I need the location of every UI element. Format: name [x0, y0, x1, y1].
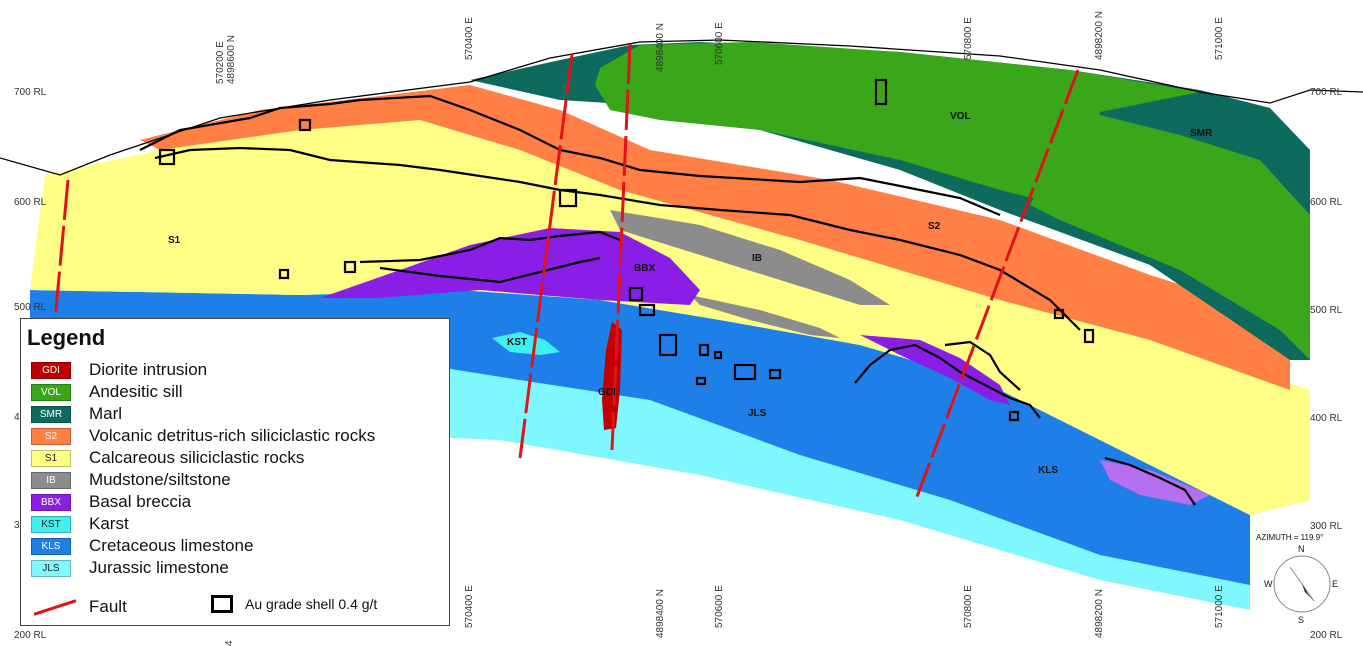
swatch-s2: S2 — [31, 427, 71, 445]
label-s1: S1 — [168, 235, 181, 246]
label-smr: SMR — [1190, 128, 1213, 139]
legend-label-ib: Mudstone/siltstone — [89, 470, 231, 489]
compass-e: E — [1332, 579, 1338, 589]
bottom-fragment: 4 — [224, 640, 235, 646]
label-bbx: BBX — [634, 263, 655, 274]
swatch-kst: KST — [31, 515, 71, 533]
legend-item-gdi: GDI Diorite intrusion — [31, 359, 207, 381]
compass-n: N — [1298, 544, 1305, 554]
fault-2 — [610, 43, 632, 451]
unit-ib-lower — [690, 295, 840, 338]
legend-item-kst: KST Karst — [31, 513, 129, 535]
faults — [53, 43, 1080, 503]
legend-item-kls: KLS Cretaceous limestone — [31, 535, 253, 557]
easting-bottom-571000: 571000 E — [1214, 585, 1225, 628]
rl-right-200: 200 RL — [1310, 630, 1343, 641]
rl-right-700: 700 RL — [1310, 87, 1343, 98]
legend-label-kst: Karst — [89, 514, 129, 533]
legend-fault: Fault — [33, 597, 127, 617]
fault-symbol — [33, 598, 77, 616]
legend-label-s2: Volcanic detritus-rich siliciclastic roc… — [89, 426, 376, 445]
rl-left-fragment-3: 3 — [14, 520, 20, 531]
easting-top-570600: 570600 E — [714, 22, 725, 65]
easting-bottom-570800: 570800 E — [963, 585, 974, 628]
northing-top-4898600: 4898600 N — [226, 35, 237, 84]
northing-top-4898400: 4898400 N — [655, 23, 666, 72]
swatch-s1: S1 — [31, 449, 71, 467]
unit-s1 — [30, 120, 1310, 515]
fault-1 — [518, 53, 574, 459]
legend-label-bbx: Basal breccia — [89, 492, 192, 511]
label-ib: IB — [752, 253, 762, 264]
unit-vol — [595, 42, 1200, 200]
unit-ib — [610, 210, 890, 305]
legend-label-jls: Jurassic limestone — [89, 558, 229, 577]
legend-item-jls: JLS Jurassic limestone — [31, 557, 229, 579]
legend-item-bbx: BBX Basal breccia — [31, 491, 191, 513]
easting-bottom-570400: 570400 E — [464, 585, 475, 628]
azimuth-label: AZIMUTH = 119.9° — [1256, 533, 1323, 542]
northing-bottom-4898200: 4898200 N — [1094, 589, 1105, 638]
label-kls: KLS — [1038, 465, 1058, 476]
swatch-kls: KLS — [31, 537, 71, 555]
easting-bottom-570600: 570600 E — [714, 585, 725, 628]
legend-label-smr: Marl — [89, 404, 123, 423]
easting-top-570400: 570400 E — [464, 17, 475, 60]
rl-right-400: 400 RL — [1310, 413, 1343, 424]
legend-title: Legend — [27, 325, 106, 350]
label-kst: KST — [507, 337, 527, 348]
unit-bbx — [320, 228, 700, 305]
unit-bbx-east — [860, 335, 1010, 405]
rl-left-fragment-4: 4 — [14, 412, 20, 423]
rl-right-600: 600 RL — [1310, 197, 1343, 208]
swatch-bbx: BBX — [31, 493, 71, 511]
au-grade-shell — [139, 78, 1196, 506]
fault-3 — [913, 69, 1080, 503]
compass-rose: AZIMUTH = 119.9° N S E W — [1256, 533, 1338, 625]
fault-west — [53, 179, 70, 321]
northing-bottom-4898400: 4898400 N — [655, 589, 666, 638]
swatch-gdi: GDI — [31, 361, 71, 379]
label-s2: S2 — [928, 221, 941, 232]
northing-top-4898200: 4898200 N — [1094, 11, 1105, 60]
legend-item-s2: S2 Volcanic detritus-rich siliciclastic … — [31, 425, 375, 447]
unit-vol-lower — [1030, 110, 1310, 360]
legend-label-gdi: Diorite intrusion — [89, 360, 208, 379]
label-jls: JLS — [748, 408, 767, 419]
compass-w: W — [1264, 579, 1273, 589]
swatch-smr: SMR — [31, 405, 71, 423]
compass-s: S — [1298, 615, 1304, 625]
shell-symbol — [211, 595, 233, 613]
unit-bbx-far — [1100, 460, 1210, 505]
legend-shell: Au grade shell 0.4 g/t — [211, 595, 377, 613]
swatch-vol: VOL — [31, 383, 71, 401]
rl-right-500: 500 RL — [1310, 305, 1343, 316]
legend-shell-label: Au grade shell 0.4 g/t — [245, 596, 378, 612]
legend-label-kls: Cretaceous limestone — [89, 536, 254, 555]
legend-label-s1: Calcareous siliciclastic rocks — [89, 448, 305, 467]
compass-circle — [1273, 555, 1331, 613]
swatch-ib: IB — [31, 471, 71, 489]
legend-item-smr: SMR Marl — [31, 403, 122, 425]
easting-top-570200: 570200 E — [215, 41, 226, 84]
unit-kst — [492, 332, 560, 355]
legend-fault-label: Fault — [89, 597, 127, 616]
rl-right-300: 300 RL — [1310, 521, 1343, 532]
rl-left-700: 700 RL — [14, 87, 47, 98]
rl-left-600: 600 RL — [14, 197, 47, 208]
rl-left-200: 200 RL — [14, 630, 47, 641]
label-gdi: GDI — [598, 387, 616, 398]
legend-label-vol: Andesitic sill — [89, 382, 183, 401]
legend-item-ib: IB Mudstone/siltstone — [31, 469, 231, 491]
easting-top-570800: 570800 E — [963, 17, 974, 60]
legend-item-s1: S1 Calcareous siliciclastic rocks — [31, 447, 304, 469]
easting-top-571000: 571000 E — [1214, 17, 1225, 60]
legend-panel: Legend GDI Diorite intrusion VOL Andesit… — [20, 318, 450, 626]
swatch-jls: JLS — [31, 559, 71, 577]
label-vol: VOL — [950, 111, 971, 122]
legend-item-vol: VOL Andesitic sill — [31, 381, 183, 403]
rl-left-500: 500 RL — [14, 302, 47, 313]
